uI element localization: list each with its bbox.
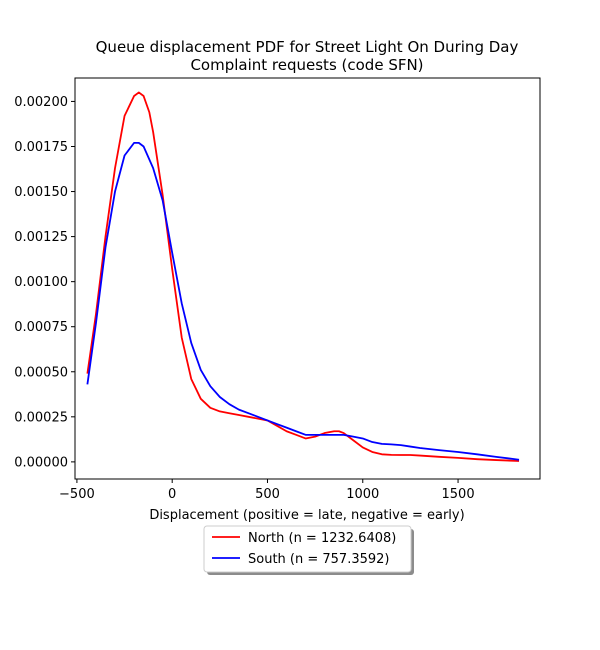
y-tick-label: 0.00175	[14, 140, 68, 155]
chart-title-line-1: Queue displacement PDF for Street Light …	[96, 38, 519, 56]
legend-label-south: South (n = 757.3592)	[248, 552, 389, 567]
x-tick-label: 500	[255, 487, 280, 502]
x-tick-label: −500	[59, 487, 95, 502]
legend: North (n = 1232.6408) South (n = 757.359…	[203, 525, 414, 575]
y-tick-label: 0.00150	[14, 185, 68, 200]
y-tick-label: 0.00075	[14, 320, 68, 335]
series-line-north	[86, 91, 520, 462]
x-tick-label: 1000	[346, 487, 379, 502]
y-tick-label: 0.00050	[14, 365, 68, 380]
y-tick-label: 0.00025	[14, 410, 68, 425]
y-tick-label: 0.00200	[14, 95, 68, 110]
y-tick-label: 0.00100	[14, 275, 68, 290]
x-tick-label: 1500	[442, 487, 475, 502]
x-tick-label: 0	[168, 487, 176, 502]
x-axis-label: Displacement (positive = late, negative …	[149, 508, 464, 523]
x-axis: −500 0 500 1000 1500	[59, 479, 475, 502]
series-line-south	[86, 141, 520, 461]
plot-frame	[74, 77, 541, 480]
y-tick-label: 0.00000	[14, 455, 68, 470]
plot-area	[86, 91, 520, 462]
y-tick-label: 0.00125	[14, 230, 68, 245]
legend-box	[203, 525, 412, 573]
y-axis: 0.00000 0.00025 0.00050 0.00075 0.00100 0.001…	[14, 95, 75, 470]
legend-label-north: North (n = 1232.6408)	[248, 531, 396, 546]
chart-title-line-2: Complaint requests (code SFN)	[190, 56, 423, 74]
